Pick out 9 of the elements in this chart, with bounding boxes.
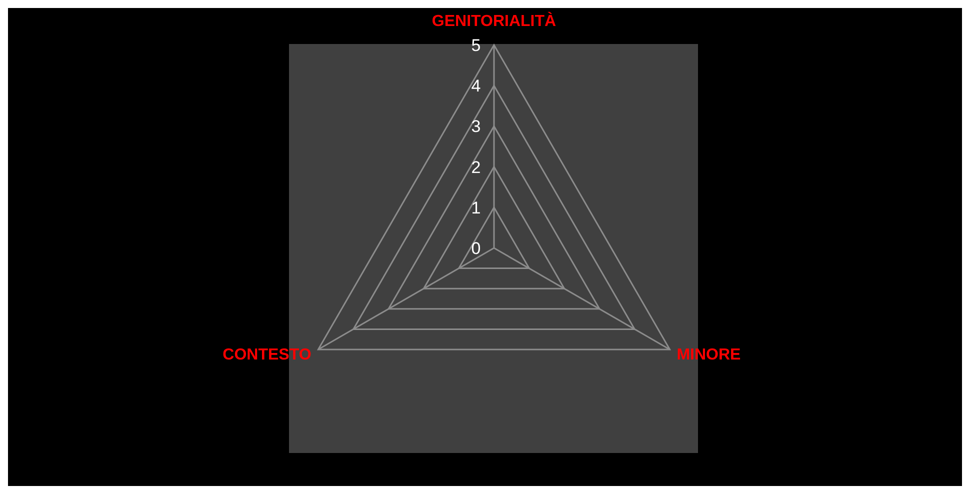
spoke-label: GENITORIALITÀ xyxy=(432,11,557,30)
y-tick-label: 2 xyxy=(471,158,481,177)
y-tick-label: 0 xyxy=(471,239,481,258)
y-tick-label: 4 xyxy=(471,76,481,96)
y-tick-label: 1 xyxy=(471,198,481,218)
spoke-label: MINORE xyxy=(676,346,742,364)
spoke-label: CONTESTO xyxy=(222,346,312,364)
y-tick-label: 3 xyxy=(471,117,481,136)
y-tick-label: 5 xyxy=(471,36,481,55)
